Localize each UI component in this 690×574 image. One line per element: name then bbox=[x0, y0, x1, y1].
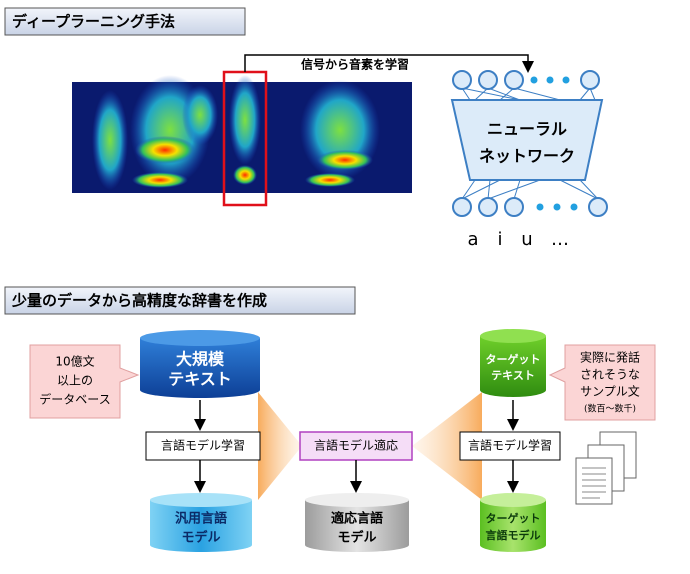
output-label: u bbox=[521, 229, 532, 250]
fan bbox=[258, 392, 302, 500]
callout-text: サンプル文 bbox=[580, 384, 640, 399]
cylinder-label: 言語モデル bbox=[486, 528, 541, 542]
callout bbox=[548, 344, 656, 421]
process-label: 言語モデル学習 bbox=[161, 438, 245, 453]
callout-text: (数百～数千) bbox=[584, 403, 636, 415]
section-title: ディープラーニング手法 bbox=[12, 13, 175, 31]
callout bbox=[29, 344, 140, 419]
callout-text: データベース bbox=[39, 392, 110, 407]
output-label: i bbox=[497, 229, 502, 250]
callout-text: 実際に発話 bbox=[580, 350, 640, 365]
neural-network bbox=[450, 70, 608, 217]
process-box bbox=[459, 431, 561, 461]
cylinder bbox=[305, 493, 409, 552]
cylinder-label: ターゲット bbox=[486, 352, 541, 366]
cylinder-label: モデル bbox=[181, 530, 220, 546]
network-label: ニューラル bbox=[487, 120, 567, 139]
arrow-label: 信号から音素を学習 bbox=[301, 57, 409, 72]
callout-text: されそうな bbox=[580, 368, 640, 382]
cylinder-label: ターゲット bbox=[486, 511, 541, 525]
cylinder-label: 汎用言語 bbox=[175, 511, 227, 527]
title-box bbox=[4, 7, 246, 36]
cylinder bbox=[150, 493, 252, 552]
document-icons bbox=[575, 431, 637, 505]
fan bbox=[412, 392, 482, 500]
process-label: 言語モデル学習 bbox=[468, 438, 552, 453]
cylinder-label: モデル bbox=[337, 530, 376, 546]
callout-text: 以上の bbox=[57, 374, 93, 388]
output-label: a bbox=[467, 229, 478, 250]
callout-text: 10億文 bbox=[55, 354, 94, 369]
process-box bbox=[145, 431, 261, 461]
cylinder bbox=[480, 493, 546, 552]
output-label: … bbox=[551, 229, 569, 250]
cylinder bbox=[480, 329, 546, 397]
cylinder-label: 大規模 bbox=[176, 350, 225, 369]
spectrogram bbox=[72, 75, 412, 193]
network-label: ネットワーク bbox=[479, 147, 575, 166]
cylinder bbox=[140, 330, 260, 398]
arrow bbox=[244, 54, 534, 73]
cylinder-label: テキスト bbox=[491, 369, 535, 382]
title-box bbox=[4, 286, 356, 315]
cylinder-label: 適応言語 bbox=[331, 511, 383, 527]
cylinder-label: テキスト bbox=[168, 370, 232, 389]
section-title: 少量のデータから高精度な辞書を作成 bbox=[11, 292, 267, 310]
process-box bbox=[299, 431, 413, 461]
process-label: 言語モデル適応 bbox=[314, 438, 398, 453]
